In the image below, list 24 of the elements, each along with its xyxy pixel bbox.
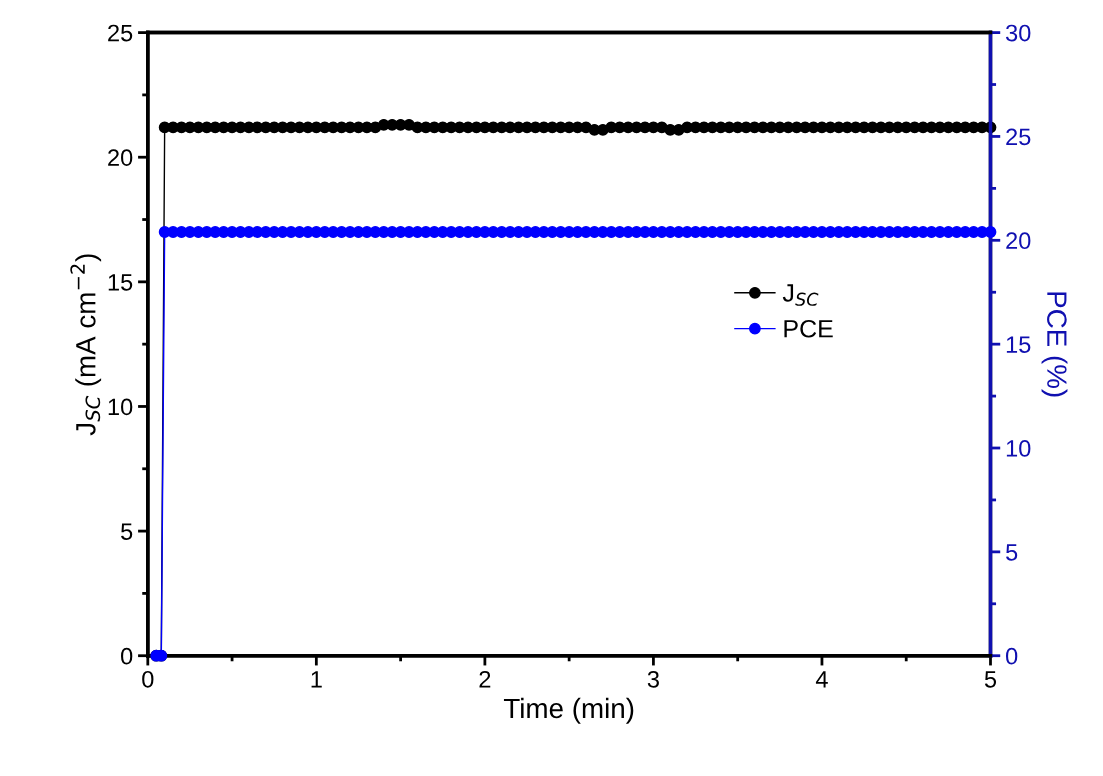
y-tick-label: 10 (108, 398, 133, 416)
x-tick-label: 2 (479, 670, 491, 688)
y-tick-label: 0 (121, 647, 133, 665)
y2-tick-label: 0 (1006, 647, 1018, 665)
y-tick-label: 25 (108, 24, 133, 42)
y-tick-label: 20 (108, 149, 133, 167)
y2-tick-label: 30 (1005, 24, 1031, 42)
legend-label: J$_{SC}$ (782, 284, 819, 306)
y-tick-label: 15 (108, 274, 133, 291)
x-axis-title: Time (min) (503, 697, 634, 724)
y2-tick-label: 20 (1006, 232, 1031, 250)
y2-tick-label: 5 (1006, 544, 1018, 561)
x-tick-label: 1 (311, 671, 322, 688)
x-tick-label: 5 (984, 671, 997, 688)
y2-axis-title: PCE (%) (1041, 292, 1068, 397)
x-tick-label: 3 (647, 670, 659, 688)
x-tick-label: 0 (142, 670, 154, 688)
y2-tick-label: 10 (1006, 440, 1031, 457)
x-tick-label: 4 (815, 671, 828, 688)
y-axis-title: J$_{SC}$ (mA cm$^{−2}$) (70, 254, 102, 436)
legend-label: PCE (784, 319, 833, 338)
y-tick-label: 5 (121, 523, 133, 540)
y2-tick-label: 15 (1006, 336, 1031, 353)
y2-tick-label: 25 (1006, 128, 1031, 146)
